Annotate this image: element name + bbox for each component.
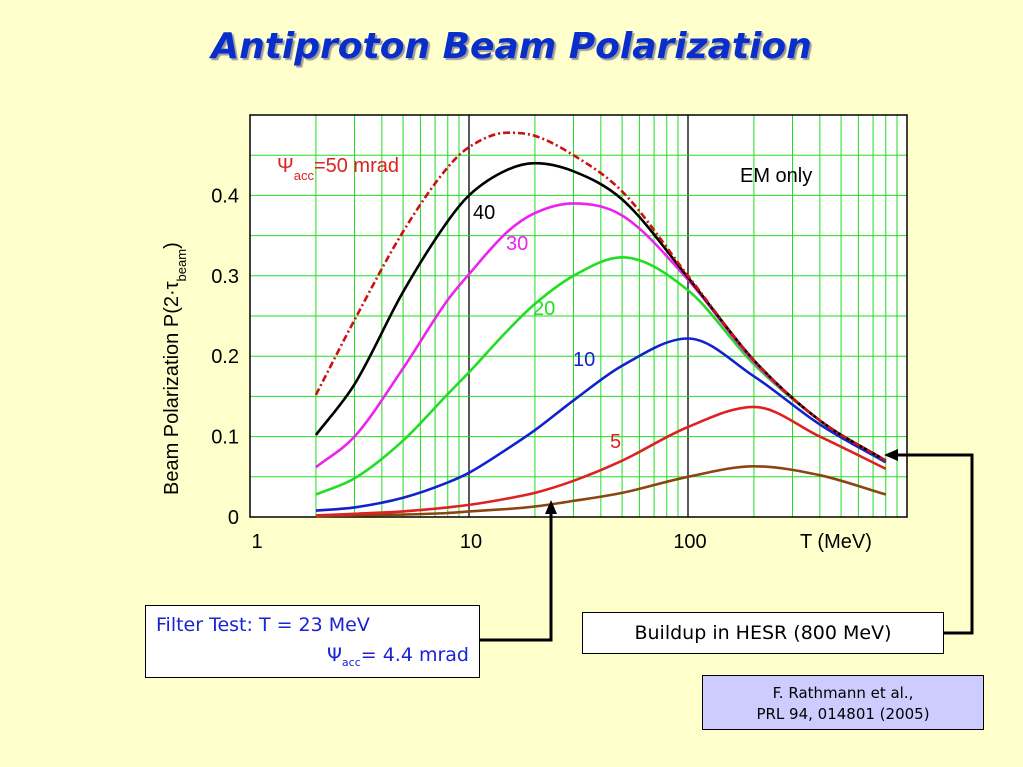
hesr-buildup-box: Buildup in HESR (800 MeV) xyxy=(582,612,944,654)
series-label-20: 20 xyxy=(533,298,555,320)
page-title: Antiproton Beam Polarization xyxy=(211,26,812,67)
series-label-5: 5 xyxy=(610,431,621,453)
y-tick-label: 0 xyxy=(228,507,239,529)
series-group: 40 30 20 10 5 xyxy=(314,131,887,518)
filter-test-box: Filter Test: T = 23 MeV Ψacc= 4.4 mrad xyxy=(145,605,480,678)
filter-test-line2: Ψacc= 4.4 mrad xyxy=(326,644,469,669)
series-label-30: 30 xyxy=(506,233,528,255)
reference-line1: F. Rathmann et al., xyxy=(772,684,914,702)
x-tick-label: 100 xyxy=(673,531,706,553)
x-axis-label: T (MeV) xyxy=(800,531,872,553)
tick-labels: 1 10 100 0 0.1 0.2 0.3 0.4 xyxy=(211,185,707,553)
series-line-unlabeled xyxy=(315,465,887,518)
y-axis-label: Beam Polarization P(2·τbeam) xyxy=(161,242,189,495)
y-tick-label: 0.4 xyxy=(211,185,239,207)
reference-line2: PRL 94, 014801 (2005) xyxy=(756,705,930,723)
x-tick-label: 1 xyxy=(251,531,262,553)
callout-arrows xyxy=(480,449,974,642)
filter-callout-arrowhead xyxy=(545,500,557,514)
y-tick-label: 0.2 xyxy=(211,346,239,368)
em-only-annotation: EM only xyxy=(740,165,812,187)
filter-test-line1: Filter Test: T = 23 MeV xyxy=(156,614,370,636)
grid xyxy=(250,115,907,517)
plot-frame xyxy=(249,114,908,518)
reference-box: F. Rathmann et al., PRL 94, 014801 (2005… xyxy=(702,675,984,730)
hesr-callout-line xyxy=(897,453,974,635)
hesr-callout-arrowhead xyxy=(884,449,898,461)
series-label-10: 10 xyxy=(573,349,595,371)
psi-acc-label: Ψacc=50 mrad xyxy=(277,155,399,183)
filter-callout-line xyxy=(480,512,553,642)
series-line-5 xyxy=(315,405,887,517)
series-label-40: 40 xyxy=(473,202,495,224)
y-tick-label: 0.1 xyxy=(211,427,239,449)
x-tick-label: 10 xyxy=(460,531,482,553)
series-line-10 xyxy=(315,337,887,512)
y-tick-label: 0.3 xyxy=(211,266,239,288)
series-line-em-only xyxy=(314,131,887,462)
series-line-20 xyxy=(315,256,887,496)
